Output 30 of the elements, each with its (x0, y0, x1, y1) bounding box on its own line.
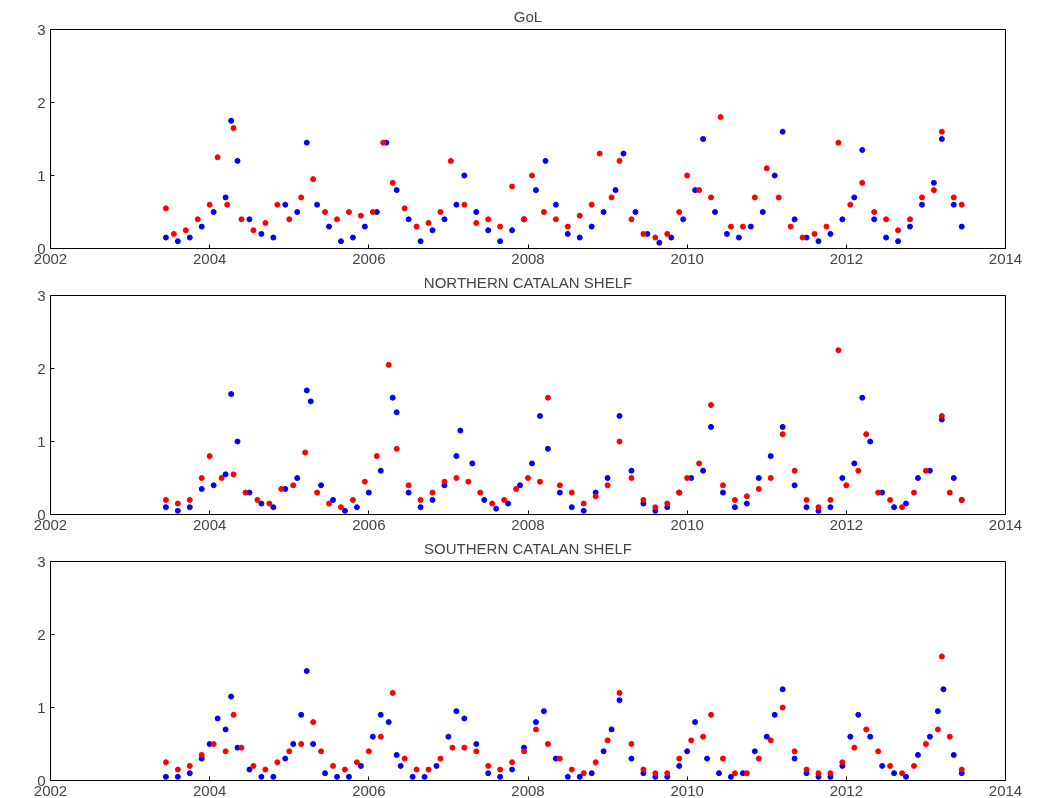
x-tick-label: 2006 (352, 515, 386, 533)
y-tick-label: 3 (37, 20, 46, 38)
y-tick-label: 2 (37, 93, 46, 111)
x-tick-label: 2006 (352, 781, 386, 798)
x-tick-label: 2012 (829, 515, 864, 533)
y-tick-label: 1 (37, 698, 46, 716)
y-tick-label: 1 (37, 166, 46, 184)
x-tick-label: 2006 (352, 249, 386, 267)
y-tick-label: 2 (37, 359, 46, 377)
chart-title: GoL (513, 7, 543, 25)
x-tick-label: 2012 (829, 249, 864, 267)
x-tick-label: 2014 (988, 781, 1023, 798)
x-tick-label: 2004 (192, 515, 227, 533)
y-tick-label: 2 (37, 625, 46, 643)
x-tick-label: 2004 (192, 781, 227, 798)
x-tick-label: 2012 (829, 781, 864, 798)
y-tick-label: 1 (37, 432, 46, 450)
x-tick-label: 2014 (988, 515, 1023, 533)
chart-title: NORTHERN CATALAN SHELF (423, 273, 633, 291)
x-tick-label: 2010 (670, 781, 704, 798)
x-tick-label: 2010 (670, 515, 704, 533)
y-tick-label: 3 (37, 286, 46, 304)
x-tick-label: 2008 (511, 781, 545, 798)
chart-title: SOUTHERN CATALAN SHELF (424, 539, 632, 557)
x-tick-label: 2010 (670, 249, 704, 267)
x-tick-label: 2004 (192, 249, 227, 267)
y-tick-label: 3 (37, 552, 46, 570)
x-tick-label: 2008 (511, 515, 545, 533)
x-tick-label: 2008 (511, 249, 545, 267)
x-tick-label: 2014 (988, 249, 1023, 267)
